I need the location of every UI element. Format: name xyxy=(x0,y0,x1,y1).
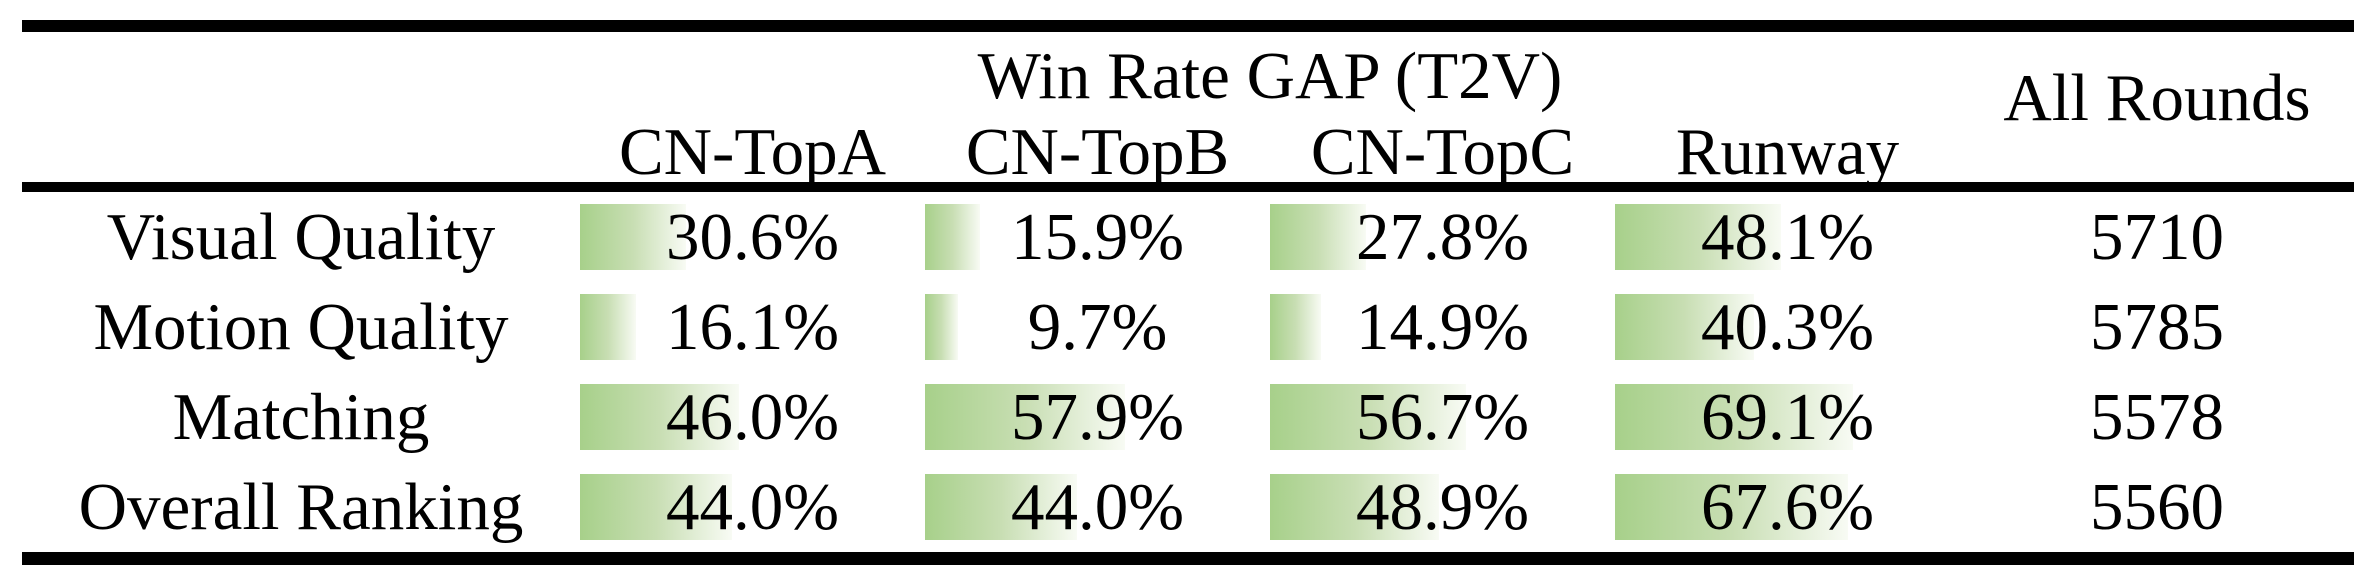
value-cell: 14.9% xyxy=(1270,282,1615,372)
table-top-rule xyxy=(22,20,2354,32)
all-rounds-cell: 5785 xyxy=(2090,289,2224,364)
data-bar xyxy=(925,474,1077,540)
value-text: 44.0% xyxy=(665,469,840,544)
all-rounds-cell: 5710 xyxy=(2090,199,2224,274)
value-cell: 48.1% xyxy=(1615,192,1960,282)
data-bar xyxy=(580,384,739,450)
value-cell: 44.0% xyxy=(580,462,925,552)
data-bar xyxy=(580,204,686,270)
value-cell: 57.9% xyxy=(925,372,1270,462)
table-row: Overall Ranking 44.0% 44.0% 48.9% 67.6% … xyxy=(22,462,2354,552)
value-text: 30.6% xyxy=(665,199,840,274)
row-label-motion-quality: Motion Quality xyxy=(93,289,509,364)
value-text: 44.0% xyxy=(1010,469,1185,544)
table-row: Visual Quality 30.6% 15.9% 27.8% 48.1% 5… xyxy=(22,192,2354,282)
column-header-cn-topa: CN-TopA xyxy=(618,115,887,189)
value-cell: 69.1% xyxy=(1615,372,1960,462)
column-headers: CN-TopA CN-TopB CN-TopC Runway xyxy=(580,114,1960,191)
column-header-cn-topb: CN-TopB xyxy=(965,115,1230,189)
value-cell: 16.1% xyxy=(580,282,925,372)
data-bar xyxy=(925,384,1125,450)
data-bar xyxy=(580,474,732,540)
value-text: 48.1% xyxy=(1700,199,1875,274)
value-cell: 56.7% xyxy=(1270,372,1615,462)
all-rounds-cell: 5578 xyxy=(2090,379,2224,454)
table-header: Win Rate GAP (T2V) CN-TopA CN-TopB CN-To… xyxy=(22,32,2354,190)
value-text: 27.8% xyxy=(1355,199,1530,274)
table-bottom-rule xyxy=(22,552,2354,565)
data-bar xyxy=(1615,384,1854,450)
column-header-all-rounds: All Rounds xyxy=(2003,60,2311,135)
value-text: 46.0% xyxy=(665,379,840,454)
data-bar xyxy=(1270,294,1322,360)
value-cell: 40.3% xyxy=(1615,282,1960,372)
value-cell: 15.9% xyxy=(925,192,1270,282)
column-header-runway: Runway xyxy=(1675,115,1900,189)
table-row: Motion Quality 16.1% 9.7% 14.9% 40.3% 57… xyxy=(22,282,2354,372)
data-bar xyxy=(1270,474,1439,540)
value-text: 69.1% xyxy=(1700,379,1875,454)
data-bar xyxy=(1270,204,1366,270)
row-label-overall-ranking: Overall Ranking xyxy=(78,469,524,544)
data-bar xyxy=(1615,294,1755,360)
value-cell: 46.0% xyxy=(580,372,925,462)
data-bar xyxy=(1615,204,1781,270)
data-bar xyxy=(925,204,980,270)
data-bar xyxy=(1270,384,1466,450)
value-text: 40.3% xyxy=(1700,289,1875,364)
value-text: 9.7% xyxy=(1027,289,1168,364)
value-cell: 67.6% xyxy=(1615,462,1960,552)
table-row: Matching 46.0% 57.9% 56.7% 69.1% 5578 xyxy=(22,372,2354,462)
row-label-matching: Matching xyxy=(172,379,430,454)
row-label-visual-quality: Visual Quality xyxy=(106,199,496,274)
value-cell: 48.9% xyxy=(1270,462,1615,552)
value-cell: 44.0% xyxy=(925,462,1270,552)
header-group-win-rate-gap: Win Rate GAP (T2V) CN-TopA CN-TopB CN-To… xyxy=(580,32,1960,190)
group-title: Win Rate GAP (T2V) xyxy=(977,38,1563,113)
data-bar xyxy=(1615,474,1849,540)
table-body: Visual Quality 30.6% 15.9% 27.8% 48.1% 5… xyxy=(22,192,2354,552)
value-text: 57.9% xyxy=(1010,379,1185,454)
header-label-spacer xyxy=(22,32,580,182)
value-text: 16.1% xyxy=(665,289,840,364)
value-text: 15.9% xyxy=(1010,199,1185,274)
value-cell: 9.7% xyxy=(925,282,1270,372)
data-bar xyxy=(925,294,959,360)
value-text: 67.6% xyxy=(1700,469,1875,544)
value-cell: 27.8% xyxy=(1270,192,1615,282)
column-header-cn-topc: CN-TopC xyxy=(1310,115,1575,189)
value-text: 48.9% xyxy=(1355,469,1530,544)
value-text: 56.7% xyxy=(1355,379,1530,454)
all-rounds-cell: 5560 xyxy=(2090,469,2224,544)
value-cell: 30.6% xyxy=(580,192,925,282)
value-text: 14.9% xyxy=(1355,289,1530,364)
data-bar xyxy=(580,294,636,360)
table-mid-rule xyxy=(22,182,2354,192)
